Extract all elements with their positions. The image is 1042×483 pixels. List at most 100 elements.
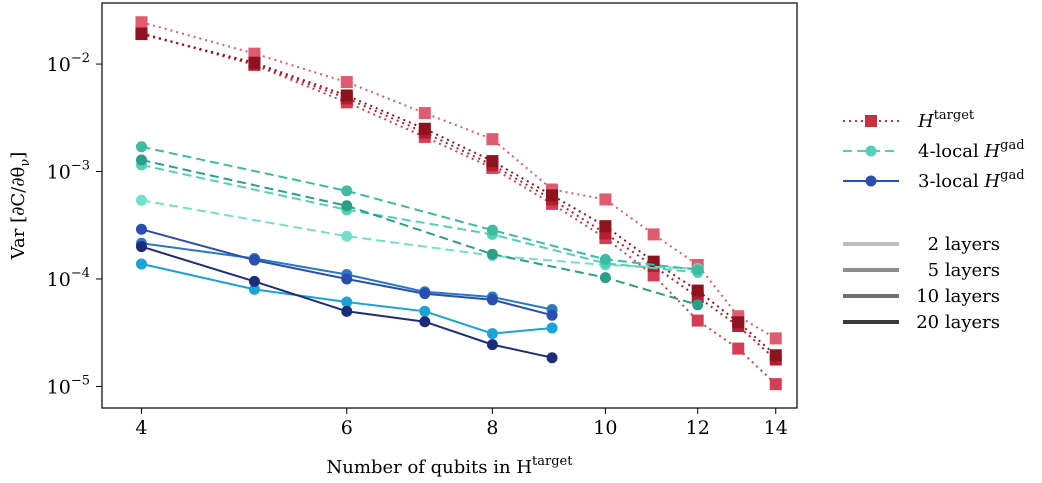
data-point-circle <box>248 254 260 266</box>
legend: Htarget 4-local Hgad 3-local Hgad 2 layers 5… <box>843 108 1025 333</box>
data-point-square <box>599 193 612 206</box>
data-point-square <box>647 269 660 282</box>
legend-label: 20 layers <box>916 312 1000 333</box>
data-point-square <box>486 133 499 146</box>
series-4-local-20-layers <box>135 154 704 311</box>
data-point-square <box>135 28 148 41</box>
data-point-circle <box>135 241 147 253</box>
data-point-circle <box>135 154 147 166</box>
y-tick-label: 10−4 <box>47 266 90 291</box>
data-point-square <box>691 314 704 327</box>
data-point-square <box>647 228 660 241</box>
data-point-circle <box>486 339 498 351</box>
data-point-circle <box>419 305 431 317</box>
data-point-circle <box>135 141 147 153</box>
y-tick-label: 10−5 <box>47 373 90 398</box>
data-point-circle <box>546 322 558 334</box>
legend-entry-3-local: 3-local Hgad <box>843 168 1025 192</box>
data-point-circle <box>546 309 558 321</box>
data-point-square <box>691 284 704 297</box>
legend-marker <box>865 175 877 187</box>
legend-label: 4-local Hgad <box>918 138 1025 162</box>
legend-layer-entry: 10 layers <box>843 286 1000 307</box>
legend-label: 5 layers <box>928 260 1000 281</box>
data-point-square <box>418 107 431 120</box>
data-point-square <box>486 155 499 168</box>
legend-label: Htarget <box>917 108 975 132</box>
data-point-circle <box>341 230 353 242</box>
series-3-local-2-layers <box>135 258 558 340</box>
y-tick-label: 10−2 <box>47 51 90 76</box>
data-point-square <box>135 16 148 29</box>
series-line <box>141 228 553 317</box>
data-point-circle <box>546 352 558 364</box>
series-line <box>141 164 698 274</box>
data-point-circle <box>419 288 431 300</box>
series-3-local-10-layers <box>135 223 558 321</box>
data-point-circle <box>486 248 498 260</box>
data-point-circle <box>692 299 704 311</box>
plot-frame <box>101 2 798 409</box>
data-point-circle <box>341 200 353 212</box>
series-line <box>141 31 777 385</box>
x-tick-label: 12 <box>686 417 710 439</box>
legend-entry-target: Htarget <box>843 108 975 132</box>
series-target-20-layers <box>135 28 782 362</box>
data-point-circle <box>248 275 260 287</box>
data-point-circle <box>135 223 147 235</box>
data-point-circle <box>599 272 611 284</box>
y-tick-label: 10−3 <box>47 159 90 184</box>
data-point-circle <box>486 294 498 306</box>
data-point-square <box>340 76 353 89</box>
data-point-circle <box>248 283 260 295</box>
data-point-circle <box>341 185 353 197</box>
data-point-square <box>769 332 782 345</box>
data-point-square <box>732 316 745 329</box>
data-point-circle <box>135 194 147 206</box>
series-line <box>141 32 777 361</box>
data-point-square <box>248 56 261 69</box>
legend-layer-entry: 5 layers <box>843 260 1000 281</box>
series-layer <box>135 16 782 391</box>
series-target-10-layers <box>135 27 782 366</box>
y-axis-label: Var [∂C/∂θν] <box>8 152 33 261</box>
x-tick-label: 4 <box>135 417 147 439</box>
data-point-square <box>418 122 431 135</box>
data-point-square <box>599 220 612 233</box>
data-point-circle <box>341 296 353 308</box>
x-tick-label: 10 <box>593 417 617 439</box>
series-line <box>141 159 698 306</box>
series-target-5-layers <box>135 26 782 391</box>
data-point-square <box>248 47 261 60</box>
data-point-circle <box>341 273 353 285</box>
x-axis-label: Number of qubits in Htarget <box>327 454 574 478</box>
series-line <box>141 245 553 359</box>
series-4-local-2-layers <box>135 194 704 275</box>
data-point-square <box>546 189 559 202</box>
data-point-square <box>769 349 782 362</box>
data-point-circle <box>486 328 498 340</box>
legend-marker <box>865 145 877 157</box>
data-point-circle <box>599 253 611 265</box>
data-point-circle <box>692 264 704 276</box>
x-tick-label: 6 <box>341 417 353 439</box>
series-line <box>141 33 777 357</box>
legend-marker <box>865 115 877 127</box>
data-point-circle <box>135 258 147 270</box>
legend-label: 2 layers <box>928 234 1000 255</box>
series-3-local-20-layers <box>135 241 558 364</box>
series-line <box>141 145 698 271</box>
x-tick-label: 14 <box>764 417 788 439</box>
data-point-square <box>769 378 782 391</box>
series-line <box>141 21 777 340</box>
legend-layer-entry: 2 layers <box>843 234 1000 255</box>
data-point-circle <box>341 305 353 317</box>
series-line <box>141 262 553 335</box>
data-point-square <box>340 89 353 102</box>
data-point-circle <box>486 224 498 236</box>
legend-entry-4-local: 4-local Hgad <box>843 138 1025 162</box>
data-point-circle <box>419 316 431 328</box>
x-tick-label: 8 <box>486 417 498 439</box>
legend-label: 10 layers <box>916 286 1000 307</box>
